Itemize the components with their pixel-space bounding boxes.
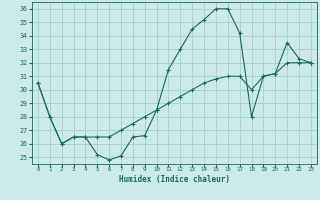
X-axis label: Humidex (Indice chaleur): Humidex (Indice chaleur) bbox=[119, 175, 230, 184]
